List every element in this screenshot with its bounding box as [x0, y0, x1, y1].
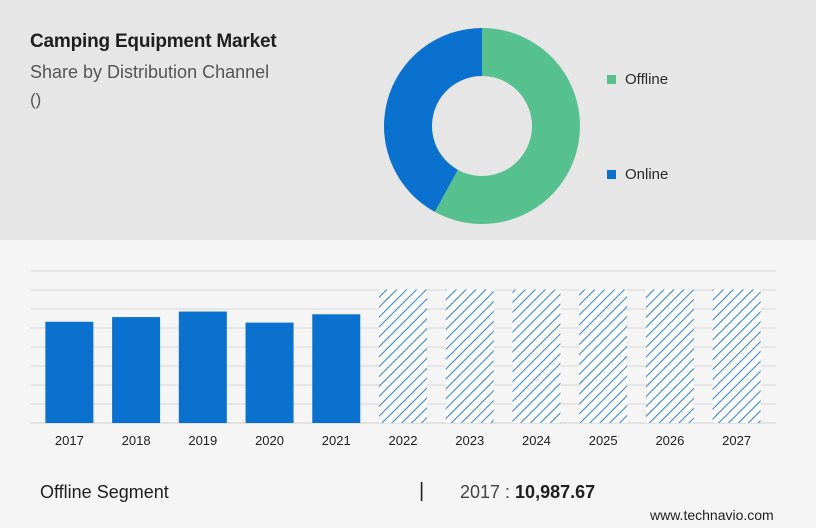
x-tick-label: 2024: [522, 433, 551, 448]
bar-2021: [312, 314, 361, 423]
x-tick-label: 2020: [255, 433, 284, 448]
legend-label-offline: Offline: [625, 71, 669, 88]
chart-subtitle: Share by Distribution Channel: [30, 62, 270, 82]
footer-separator: |: [419, 480, 425, 502]
legend-item-offline: Offline: [607, 71, 668, 88]
x-tick-label: 2021: [322, 433, 351, 448]
donut-slice-offline: [434, 28, 580, 224]
x-tick-label: 2017: [55, 433, 84, 448]
bar-chart: 2017 2018 2019 2020 2021 2022 2023 2024 2025 2026…: [30, 270, 776, 448]
legend-item-online: Online: [607, 166, 668, 183]
x-tick-label: 2026: [655, 433, 684, 448]
bar-2025: [579, 289, 628, 423]
segment-value: 2017 : 10,987.67: [460, 482, 595, 503]
bar-2027: [712, 289, 761, 423]
bar-2026: [645, 289, 694, 423]
bar-2022: [379, 289, 427, 423]
x-tick-label: 2018: [122, 433, 151, 448]
donut-slice-online: [384, 28, 482, 212]
bar-2024: [512, 289, 561, 423]
bar-2019: [178, 311, 227, 423]
chart-title: Camping Equipment Market: [30, 31, 277, 52]
x-tick-label: 2023: [455, 433, 484, 448]
bar-2023: [445, 289, 494, 423]
bar-2020: [245, 322, 294, 423]
brand-link[interactable]: www.technavio.com: [650, 507, 774, 523]
donut-chart: [384, 28, 580, 224]
x-tick-label: 2027: [722, 433, 751, 448]
segment-year: 2017 :: [460, 482, 516, 502]
x-tick-label: 2022: [389, 433, 418, 448]
unit-label: (): [30, 90, 42, 109]
x-tick-label: 2025: [589, 433, 618, 448]
bar-2018: [112, 317, 161, 423]
segment-label: Offline Segment: [40, 482, 169, 502]
legend-label-online: Online: [625, 166, 669, 183]
legend-swatch-online: [607, 170, 616, 179]
segment-amount: 10,987.67: [515, 482, 596, 502]
bar-2017: [45, 321, 94, 423]
legend-swatch-offline: [607, 75, 616, 84]
x-tick-label: 2019: [188, 433, 217, 448]
